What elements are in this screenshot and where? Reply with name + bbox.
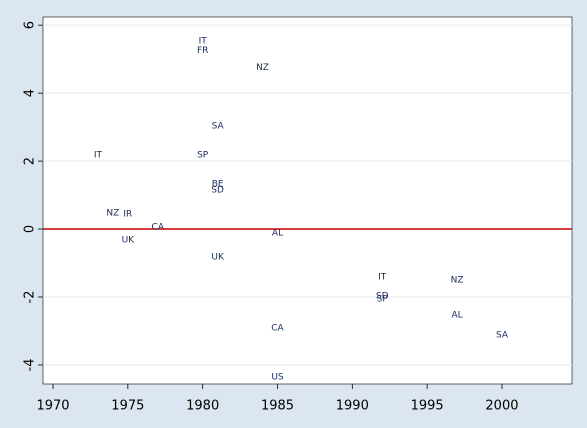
point-label: SD [376, 291, 389, 301]
point-label: BE [212, 180, 224, 190]
plot-area [42, 16, 573, 385]
x-tick-label: 1990 [336, 399, 369, 414]
y-tick-label: 6 [23, 21, 38, 29]
point-label: NZ [451, 276, 464, 286]
point-label: CA [152, 223, 165, 233]
point-label: SA [496, 331, 509, 341]
point-label: IT [94, 150, 103, 160]
x-tick-label: 1995 [411, 399, 444, 414]
point-label: NZ [256, 63, 269, 73]
point-label: SD [211, 185, 224, 195]
x-tick-label: 1970 [36, 399, 69, 414]
y-tick-label: -4 [23, 358, 38, 371]
y-tick-label: 2 [23, 157, 38, 165]
x-tick-label: 1980 [186, 399, 219, 414]
point-label: SP [197, 150, 209, 160]
point-label: IR [123, 210, 132, 220]
point-label: NZ [106, 209, 119, 219]
point-label: UK [122, 235, 136, 245]
y-tick-label: 0 [23, 225, 38, 233]
point-label: FR [197, 46, 208, 56]
x-tick-label: 2000 [485, 399, 518, 414]
y-tick-label: -2 [23, 291, 38, 304]
point-label: AL [451, 311, 462, 321]
y-tick-label: 4 [23, 89, 38, 97]
point-label: IT [199, 37, 208, 47]
point-label: AL [272, 229, 283, 239]
x-tick-label: 1985 [261, 399, 294, 414]
point-label: UK [211, 252, 225, 262]
point-label: SP [377, 295, 389, 305]
point-label: SA [212, 122, 225, 132]
point-label: IT [378, 272, 387, 282]
point-label: US [271, 372, 284, 382]
point-label: CA [271, 323, 284, 333]
x-tick-label: 1975 [111, 399, 144, 414]
